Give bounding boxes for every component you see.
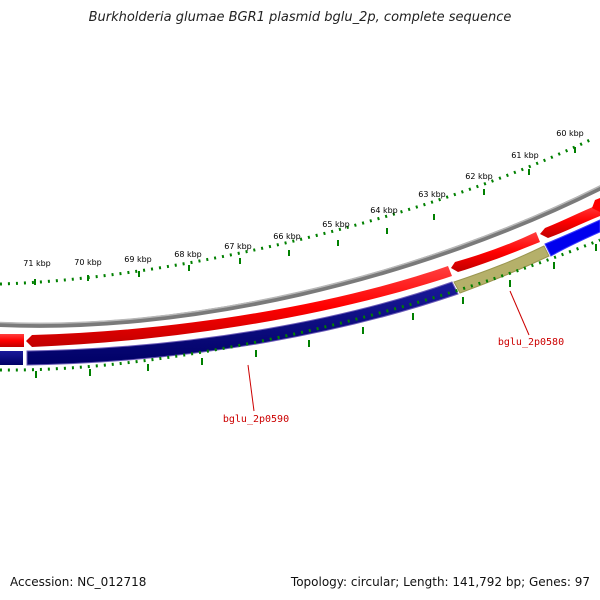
reverse-gene-bar-left (0, 351, 23, 365)
forward-gene-arrow-large (0, 334, 24, 347)
scale-label-67: 67 kbp (224, 242, 252, 251)
backbone-ring (0, 185, 600, 328)
inner-major-ticks (35, 244, 597, 378)
scale-label-69: 69 kbp (124, 255, 152, 264)
scale-label-71: 71 kbp (23, 259, 51, 268)
outer-tick-ring (0, 138, 591, 286)
gene-label-bglu-2p0580: bglu_2p0580 (498, 337, 564, 348)
forward-gene-arrow-bglu-main (26, 266, 452, 347)
forward-gene-arrow-small-2 (540, 204, 600, 238)
scale-label-61: 61 kbp (511, 151, 539, 160)
reverse-gene-bglu-2p0580 (453, 245, 550, 294)
forward-gene-arrow-small-1 (451, 232, 540, 272)
map-title: Burkholderia glumae BGR1 plasmid bglu_2p… (88, 10, 512, 25)
forward-gene-arrow-edge (592, 198, 600, 212)
callout-line-bglu-2p0580 (509, 290, 530, 336)
callout-line-bglu-2p0590 (247, 364, 255, 412)
topology-summary: Topology: circular; Length: 141,792 bp; … (290, 575, 590, 589)
scale-label-62: 62 kbp (465, 172, 493, 181)
scale-label-60: 60 kbp (556, 129, 584, 138)
accession-label: Accession: NC_012718 (10, 575, 147, 589)
scale-label-66: 66 kbp (273, 232, 301, 241)
gene-label-bglu-2p0590: bglu_2p0590 (223, 414, 289, 425)
scale-label-63: 63 kbp (418, 190, 446, 199)
reverse-gene-bglu-2p0590 (26, 281, 459, 366)
scale-label-65: 65 kbp (322, 220, 350, 229)
scale-label-70: 70 kbp (74, 258, 102, 267)
reverse-gene-blue-edge (544, 219, 600, 257)
outer-major-ticks (34, 147, 576, 285)
scale-label-68: 68 kbp (174, 250, 202, 259)
scale-label-64: 64 kbp (370, 206, 398, 215)
